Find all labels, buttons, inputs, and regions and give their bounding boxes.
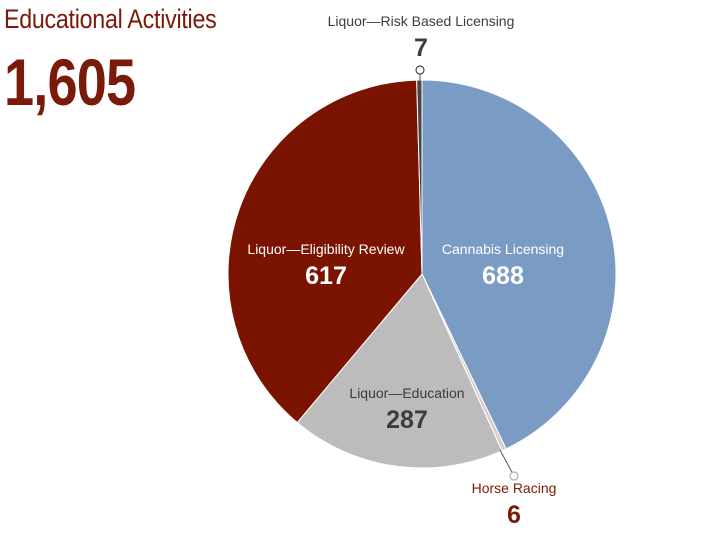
chart-title: Educational Activities xyxy=(4,4,217,34)
total-count: 1,605 xyxy=(4,45,136,119)
callout-dot-horse-racing xyxy=(509,471,519,481)
pie-callouts xyxy=(415,65,519,481)
slice-label-horse-racing: Horse Racing xyxy=(472,480,557,496)
slice-value-liquor-eligibility-review: 617 xyxy=(305,262,347,290)
pie-slice-liquor-eligibility-review xyxy=(227,79,423,424)
slice-label-liquor-education: Liquor—Education xyxy=(349,385,464,401)
pie-slice-liquor-education xyxy=(296,273,503,469)
slice-label-liquor-eligibility-review: Liquor—Eligibility Review xyxy=(247,241,405,257)
pie-slice-cannabis-licensing xyxy=(421,79,617,450)
callout-dot-liquor-risk-based-licensing xyxy=(415,65,425,75)
slice-label-liquor-risk-based-licensing: Liquor—Risk Based Licensing xyxy=(328,13,515,29)
slice-value-horse-racing: 6 xyxy=(507,501,521,529)
slice-label-cannabis-licensing: Cannabis Licensing xyxy=(442,241,564,257)
pie-labels: Cannabis Licensing 688 Horse Racing 6 Liquor… xyxy=(247,13,564,529)
slice-value-liquor-education: 287 xyxy=(386,406,428,434)
slice-value-cannabis-licensing: 688 xyxy=(482,262,524,290)
slice-value-liquor-risk-based-licensing: 7 xyxy=(414,34,428,62)
callout-line-horse-racing xyxy=(499,449,515,477)
pie-slices xyxy=(227,79,617,469)
pie-slice-liquor-risk-based-licensing xyxy=(416,79,423,275)
